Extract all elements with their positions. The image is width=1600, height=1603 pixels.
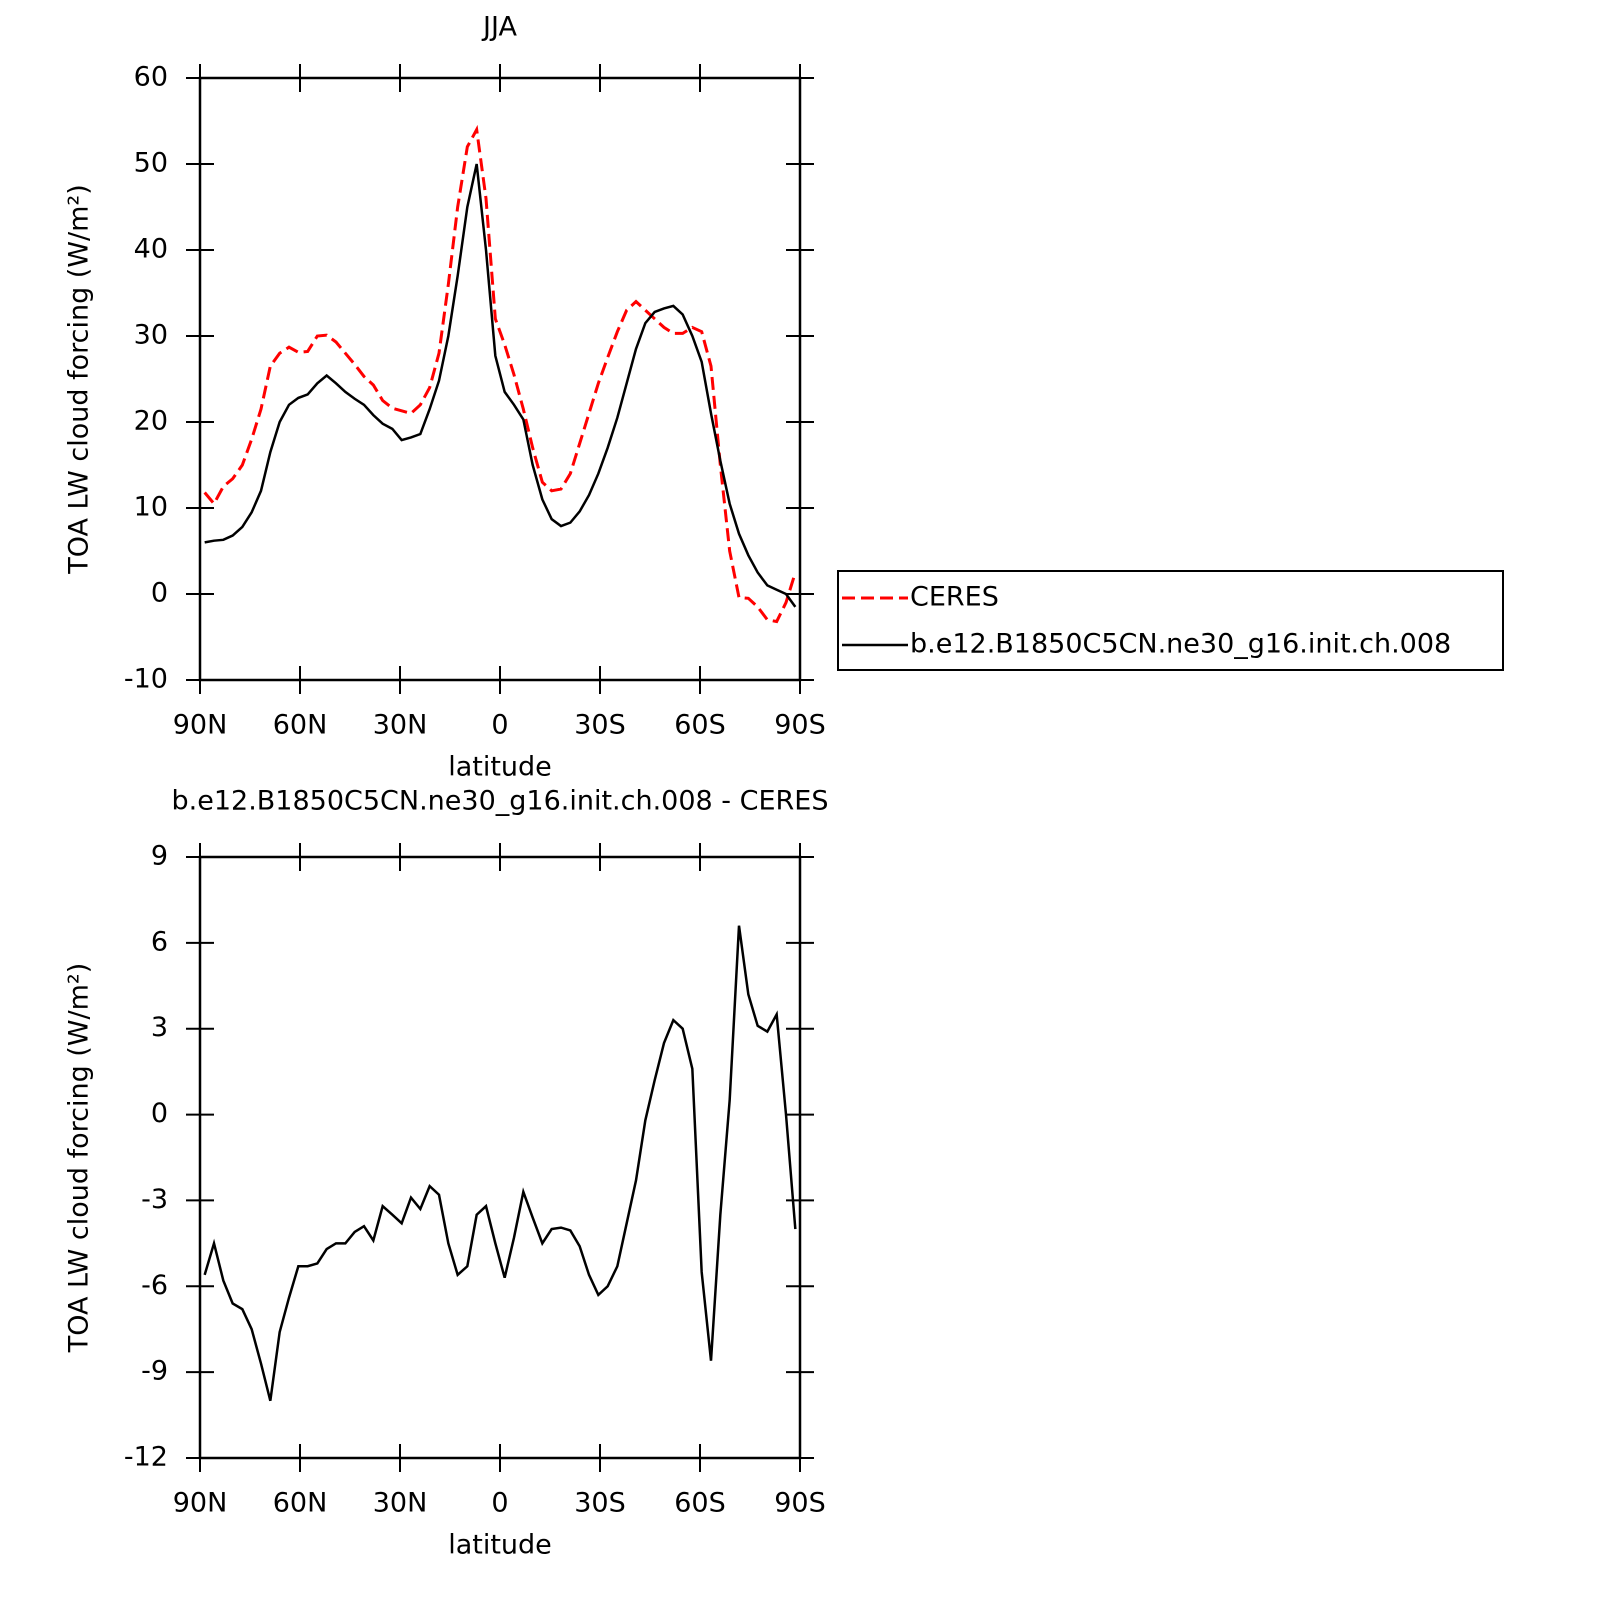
y-tick-label: 20 <box>134 406 168 437</box>
plot-frame <box>198 76 802 682</box>
x-tick-label: 60S <box>674 1488 726 1519</box>
x-axis-label: latitude <box>448 1530 552 1561</box>
y-tick-label: -9 <box>141 1356 168 1387</box>
y-tick-label: -3 <box>141 1184 168 1215</box>
y-tick-label: 0 <box>151 1098 168 1129</box>
chart-title: JJA <box>481 12 517 43</box>
y-tick-label: 6 <box>151 926 168 957</box>
chart-title: b.e12.B1850C5CN.ne30_g16.init.ch.008 - C… <box>172 786 829 817</box>
y-tick-label: -10 <box>124 664 168 695</box>
x-tick-label: 0 <box>491 710 508 741</box>
x-tick-label: 30N <box>373 1488 428 1519</box>
data-line <box>203 925 797 1402</box>
y-tick-label: 40 <box>134 234 168 265</box>
data-line <box>204 163 797 608</box>
y-tick-label: -6 <box>141 1270 168 1301</box>
y-axis-label: TOA LW cloud forcing (W/m²) <box>64 184 95 575</box>
x-tick-label: 30N <box>373 710 428 741</box>
y-tick-label: 10 <box>134 492 168 523</box>
y-tick-label: 60 <box>134 62 168 93</box>
x-axis-label: latitude <box>448 752 552 783</box>
y-tick-label: 9 <box>151 841 168 872</box>
y-axis-label: TOA LW cloud forcing (W/m²) <box>64 963 95 1354</box>
y-tick-label: 3 <box>151 1012 168 1043</box>
legend-label: b.e12.B1850C5CN.ne30_g16.init.ch.008 <box>910 629 1451 660</box>
y-tick-label: 30 <box>134 320 168 351</box>
data-line <box>203 124 797 624</box>
y-tick-label: 0 <box>151 578 168 609</box>
x-tick-label: 0 <box>491 1488 508 1519</box>
x-tick-label: 90N <box>173 1488 228 1519</box>
x-tick-label: 90N <box>173 710 228 741</box>
x-tick-label: 60N <box>273 710 328 741</box>
legend-label: CERES <box>910 582 999 613</box>
y-tick-label: -12 <box>124 1442 168 1473</box>
x-tick-label: 90S <box>774 710 826 741</box>
plot-frame <box>198 855 802 1460</box>
y-tick-label: 50 <box>134 148 168 179</box>
x-tick-label: 60S <box>674 710 726 741</box>
legend-box <box>837 570 1504 671</box>
x-tick-label: 90S <box>774 1488 826 1519</box>
x-tick-label: 30S <box>574 1488 626 1519</box>
x-tick-label: 60N <box>273 1488 328 1519</box>
x-tick-label: 30S <box>574 710 626 741</box>
